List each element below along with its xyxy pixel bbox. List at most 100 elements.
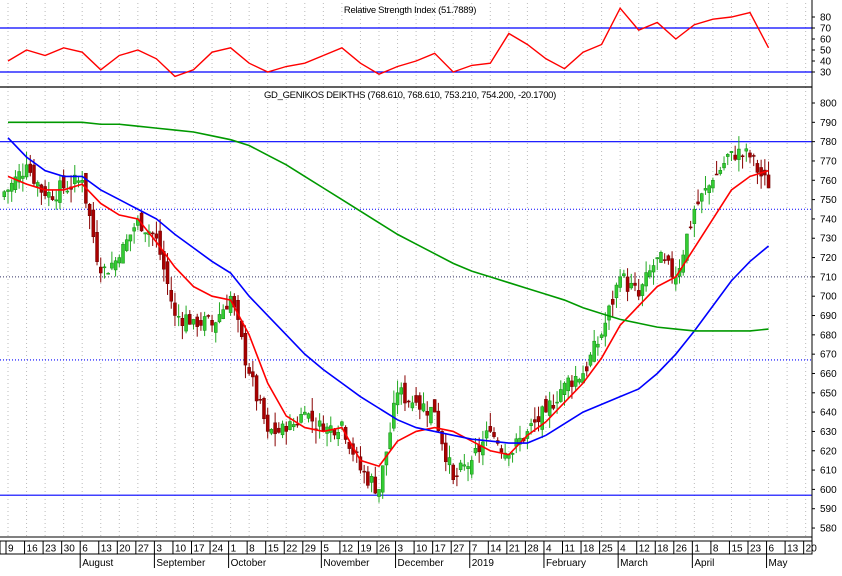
x-tick-label: 1 bbox=[231, 544, 237, 555]
candle-body bbox=[306, 413, 311, 419]
x-tick-label: 20 bbox=[806, 544, 818, 555]
x-tick-label: 28 bbox=[527, 544, 539, 555]
candle-body bbox=[158, 230, 162, 255]
price-tick-label: 670 bbox=[820, 350, 837, 361]
candle-body bbox=[414, 395, 418, 403]
month-label: April bbox=[694, 558, 714, 569]
candle-body bbox=[607, 305, 611, 321]
rsi-tick-label: 80 bbox=[820, 13, 832, 24]
x-tick-label: 3 bbox=[398, 544, 404, 555]
x-tick-label: 5 bbox=[323, 544, 329, 555]
price-tick-label: 600 bbox=[820, 485, 837, 496]
candle-body bbox=[425, 411, 429, 416]
rsi-title: Relative Strength Index (51.7889) bbox=[344, 5, 476, 16]
candle-body bbox=[551, 404, 556, 409]
candle-body bbox=[2, 191, 7, 197]
candle-body bbox=[258, 399, 263, 401]
candle-body bbox=[614, 284, 619, 299]
candle-body bbox=[729, 151, 734, 154]
candle-body bbox=[6, 189, 10, 192]
candle-body bbox=[251, 371, 255, 378]
x-tick-label: 14 bbox=[490, 544, 502, 555]
candle-body bbox=[744, 148, 749, 152]
candle-body bbox=[395, 392, 400, 406]
x-tick-label: 17 bbox=[435, 544, 447, 555]
candle-body bbox=[748, 152, 752, 158]
candle-body bbox=[13, 176, 18, 190]
candle-body bbox=[451, 464, 455, 480]
price-tick-label: 700 bbox=[820, 292, 837, 303]
candle-body bbox=[447, 457, 452, 466]
candle-body bbox=[499, 448, 504, 453]
price-tick-label: 800 bbox=[820, 99, 837, 110]
candle-body bbox=[21, 175, 25, 179]
candle-body bbox=[533, 419, 537, 423]
price-tick-label: 590 bbox=[820, 504, 837, 515]
candle-body bbox=[366, 471, 370, 486]
candle-body bbox=[17, 171, 21, 183]
x-tick-label: 6 bbox=[769, 544, 775, 555]
candle-body bbox=[592, 340, 596, 362]
x-tick-label: 10 bbox=[175, 544, 187, 555]
candle-body bbox=[243, 333, 248, 366]
candle-body bbox=[488, 426, 493, 432]
price-tick-label: 580 bbox=[820, 524, 837, 535]
candle-body bbox=[291, 424, 296, 428]
candle-body bbox=[392, 402, 396, 429]
price-tick-label: 690 bbox=[820, 311, 837, 322]
price-tick-label: 610 bbox=[820, 466, 837, 477]
candle-body bbox=[633, 282, 637, 286]
x-tick-label: 21 bbox=[509, 544, 521, 555]
candle-body bbox=[725, 154, 730, 157]
candle-body bbox=[418, 395, 422, 410]
candle-body bbox=[35, 182, 40, 187]
candle-body bbox=[32, 164, 36, 184]
price-tick-label: 660 bbox=[820, 369, 837, 380]
candle-body bbox=[536, 416, 541, 423]
candle-body bbox=[670, 258, 674, 278]
price-title: GD_GENIKOS DEIKTHS (768.610, 768.610, 75… bbox=[264, 90, 556, 101]
candle-body bbox=[228, 295, 233, 313]
x-tick-label: 13 bbox=[101, 544, 113, 555]
candle-body bbox=[703, 188, 708, 191]
candle-body bbox=[188, 314, 192, 325]
candle-body bbox=[718, 170, 723, 174]
month-label: February bbox=[546, 558, 586, 569]
x-tick-label: 11 bbox=[565, 544, 576, 555]
candle-body bbox=[117, 257, 122, 264]
month-label: March bbox=[620, 558, 648, 569]
candle-body bbox=[195, 316, 199, 327]
price-panel: GD_GENIKOS DEIKTHS (768.610, 768.610, 75… bbox=[0, 90, 812, 503]
candle-body bbox=[625, 276, 630, 292]
candle-body bbox=[225, 305, 229, 310]
candle-body bbox=[50, 196, 55, 200]
x-tick-label: 1 bbox=[694, 544, 700, 555]
x-tick-label: 8 bbox=[713, 544, 719, 555]
candle-body bbox=[766, 174, 771, 189]
candle-body bbox=[666, 255, 671, 261]
candle-body bbox=[132, 227, 136, 232]
x-tick-label: 13 bbox=[787, 544, 799, 555]
candle-body bbox=[755, 163, 760, 173]
candle-body bbox=[54, 199, 58, 202]
x-tick-label: 12 bbox=[342, 544, 354, 555]
candle-body bbox=[58, 180, 62, 203]
candle-body bbox=[214, 322, 218, 333]
candle-body bbox=[648, 270, 652, 277]
candle-body bbox=[570, 380, 574, 387]
candle-body bbox=[651, 265, 656, 273]
candle-body bbox=[254, 375, 259, 402]
candle-body bbox=[321, 423, 326, 432]
candle-body bbox=[336, 432, 340, 440]
month-label: August bbox=[82, 558, 113, 569]
x-tick-label: 10 bbox=[416, 544, 428, 555]
candle-body bbox=[299, 414, 303, 423]
candle-body bbox=[629, 282, 634, 289]
candle-body bbox=[202, 316, 207, 331]
candle-body bbox=[573, 376, 578, 387]
price-tick-label: 640 bbox=[820, 408, 837, 419]
candle-body bbox=[165, 261, 170, 284]
x-tick-label: 20 bbox=[119, 544, 131, 555]
x-tick-label: 23 bbox=[750, 544, 762, 555]
